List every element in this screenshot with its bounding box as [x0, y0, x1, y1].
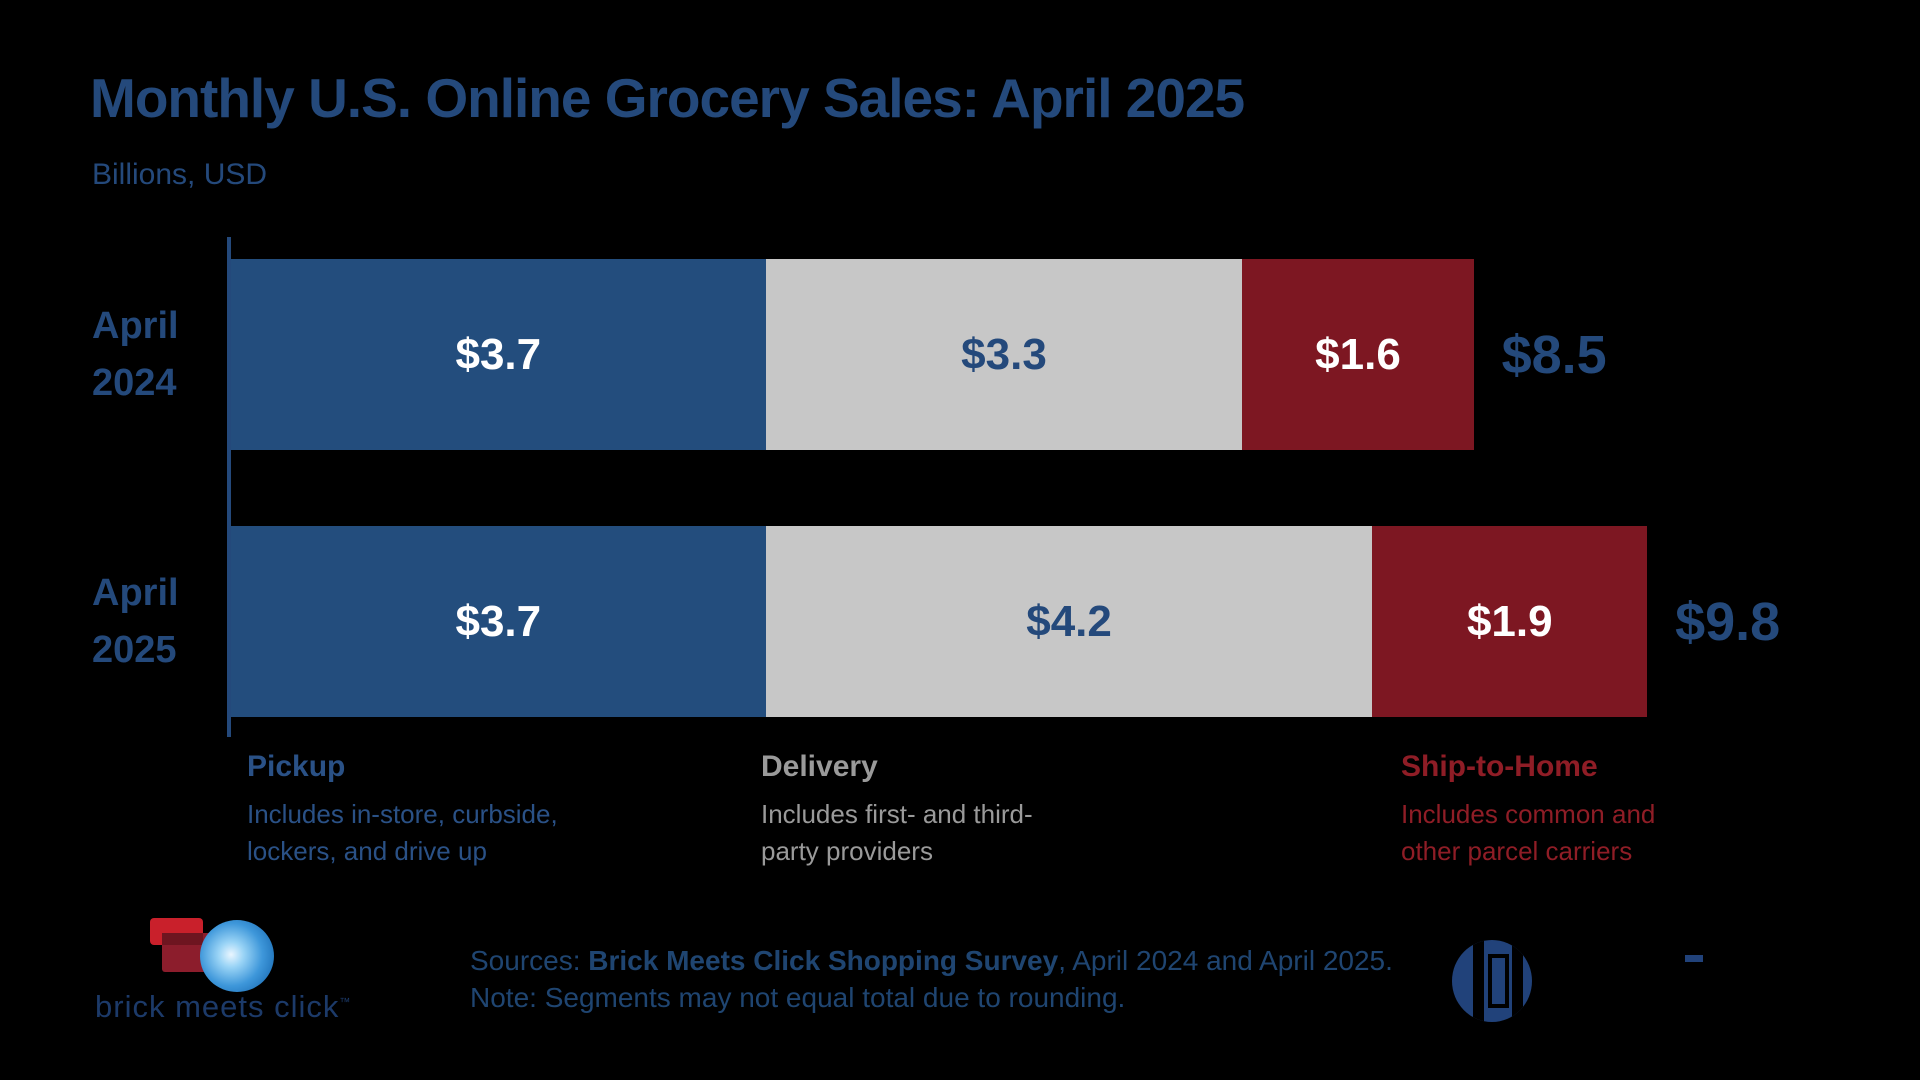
roundel-right-bar [1512, 940, 1523, 1022]
bar-segment-ship-to-home: $1.9 [1372, 526, 1648, 717]
brick-meets-click-logo: brick meets click™ [95, 915, 405, 1030]
rounding-note: Note: Segments may not equal total due t… [470, 982, 1126, 1013]
trademark-symbol: ™ [339, 996, 352, 1009]
total-label-april-2025: $9.8 [1675, 591, 1781, 652]
bar-segment-pickup: $3.7 [231, 259, 766, 450]
sources-note-text: Sources: Brick Meets Click Shopping Surv… [470, 945, 1393, 1013]
bar-segment-delivery: $4.2 [765, 526, 1373, 717]
chart-title: Monthly U.S. Online Grocery Sales: April… [90, 67, 1245, 129]
legend-delivery-title: Delivery [761, 750, 878, 783]
legend-pickup: Pickup Includes in-store, curbside, lock… [247, 750, 558, 870]
chart-subtitle: Billions, USD [92, 158, 268, 191]
stacked-bar-april-2024: $3.7 $3.3 $1.6 [231, 259, 1474, 450]
roundel-dash-mark [1685, 955, 1703, 962]
legend-ship-to-home-desc: Includes common and other parcel carrier… [1401, 799, 1656, 866]
stacked-bar-april-2025: $3.7 $4.2 $1.9 [231, 526, 1648, 717]
sources-bold-text: Brick Meets Click Shopping Survey [588, 945, 1059, 976]
bar-segment-pickup: $3.7 [231, 526, 766, 717]
roundel-center-rect [1488, 954, 1509, 1008]
segment-value-label: $3.7 [455, 596, 542, 646]
bmc-logo-brick-overlap [162, 933, 203, 945]
bmc-logo-blue-sphere-icon [200, 920, 274, 992]
legend-pickup-title: Pickup [247, 750, 346, 783]
bar-row-april-2024: $3.7 $3.3 $1.6 $8.5 [231, 259, 1607, 450]
legend-delivery: Delivery Includes first- and third- part… [761, 750, 1033, 870]
segment-value-label: $1.6 [1315, 329, 1401, 379]
segment-value-label: $3.7 [455, 329, 542, 379]
bar-row-april-2025: $3.7 $4.2 $1.9 $9.8 [231, 526, 1780, 717]
legend-delivery-desc: Includes first- and third- party provide… [761, 799, 1033, 866]
category-label-april-2024: April 2024 [92, 304, 179, 404]
segment-value-label: $4.2 [1026, 596, 1112, 646]
legend-ship-to-home-title: Ship-to-Home [1401, 750, 1598, 783]
legend-pickup-desc: Includes in-store, curbside, lockers, an… [247, 799, 558, 866]
segment-value-label: $1.9 [1466, 596, 1553, 646]
mercatus-roundel-logo [1452, 940, 1532, 1022]
segment-value-label: $3.3 [961, 329, 1047, 379]
bar-segment-delivery: $3.3 [765, 259, 1243, 450]
legend-ship-to-home: Ship-to-Home Includes common and other p… [1401, 750, 1655, 870]
y-axis-line [227, 237, 231, 737]
total-label-april-2024: $8.5 [1501, 324, 1607, 385]
roundel-left-bar [1473, 940, 1484, 1022]
category-label-april-2025: April 2025 [92, 571, 179, 671]
bar-segment-ship-to-home: $1.6 [1242, 259, 1474, 450]
bmc-logo-wordmark: brick meets click™ [95, 989, 352, 1024]
